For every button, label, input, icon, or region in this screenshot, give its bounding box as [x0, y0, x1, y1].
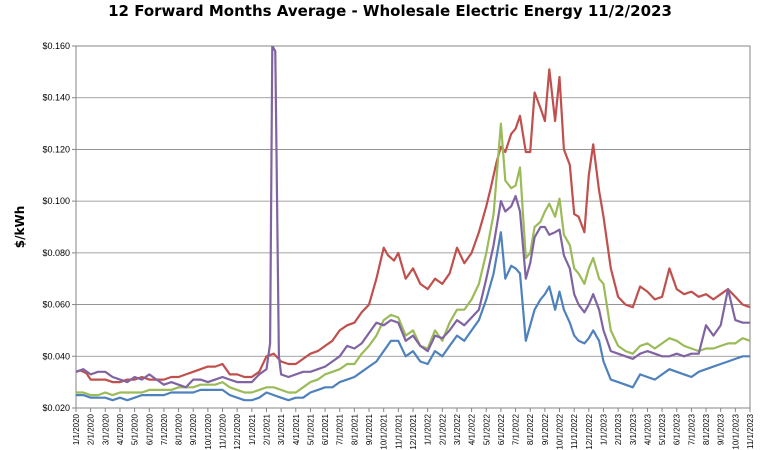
- x-tick-label: 5/1/2022: [482, 413, 491, 445]
- x-tick-label: 9/1/2020: [189, 413, 198, 445]
- x-tick-label: 3/1/2023: [629, 413, 638, 445]
- x-tick-label: 10/1/2022: [556, 413, 565, 449]
- x-tick-label: 2/1/2021: [262, 413, 271, 445]
- series-line-4: [76, 231, 750, 402]
- x-tick-label: 11/1/2022: [570, 413, 579, 449]
- x-tick-label: 6/1/2020: [145, 413, 154, 445]
- x-tick-label: 9/1/2022: [541, 413, 550, 445]
- x-tick-label: 1/1/2020: [72, 413, 81, 445]
- x-tick-label: 7/1/2022: [512, 413, 521, 445]
- y-tick-label: $0.040: [42, 351, 70, 361]
- x-tick-label: 1/1/2021: [248, 413, 257, 445]
- y-tick-label: $0.080: [42, 248, 70, 258]
- y-tick-label: $0.060: [42, 300, 70, 310]
- x-tick-label: 1/1/2023: [599, 413, 608, 445]
- x-tick-label: 5/1/2023: [658, 413, 667, 445]
- x-tick-label: 8/1/2023: [702, 413, 711, 445]
- x-tick-label: 8/1/2021: [350, 413, 359, 445]
- plot-area: [75, 45, 751, 409]
- x-tick-label: 6/1/2023: [673, 413, 682, 445]
- x-tick-label: 1/1/2022: [424, 413, 433, 445]
- x-tick-label: 12/1/2020: [233, 413, 242, 449]
- x-tick-label: 6/1/2022: [497, 413, 506, 445]
- series-line-3: [76, 46, 750, 389]
- x-tick-label: 7/1/2021: [336, 413, 345, 445]
- x-tick-label: 11/1/2023: [746, 413, 755, 449]
- x-tick-label: 12/1/2021: [409, 413, 418, 449]
- x-tick-label: 8/1/2020: [175, 413, 184, 445]
- y-axis-label: $/kWh: [13, 206, 27, 249]
- x-tick-label: 6/1/2021: [321, 413, 330, 445]
- x-tick-label: 3/1/2021: [277, 413, 286, 445]
- x-tick-label: 7/1/2023: [687, 413, 696, 445]
- series-line-1: [76, 68, 750, 384]
- x-tick-label: 9/1/2023: [717, 413, 726, 445]
- x-tick-label: 5/1/2021: [306, 413, 315, 445]
- x-tick-label: 2/1/2020: [87, 413, 96, 445]
- y-tick-label: $0.140: [42, 93, 70, 103]
- x-tick-label: 12/1/2022: [585, 413, 594, 449]
- x-tick-label: 10/1/2020: [204, 413, 213, 449]
- x-tick-label: 11/1/2021: [394, 413, 403, 449]
- y-tick-label: $0.160: [42, 41, 70, 51]
- x-tick-label: 11/1/2020: [219, 413, 228, 449]
- y-tick-label: $0.100: [42, 196, 70, 206]
- x-tick-label: 10/1/2023: [731, 413, 740, 449]
- x-tick-label: 4/1/2022: [468, 413, 477, 445]
- y-tick-label: $0.120: [42, 144, 70, 154]
- x-tick-label: 4/1/2023: [643, 413, 652, 445]
- x-tick-label: 3/1/2022: [453, 413, 462, 445]
- x-tick-label: 8/1/2022: [526, 413, 535, 445]
- x-tick-label: 3/1/2020: [101, 413, 110, 445]
- y-tick-label: $0.020: [42, 403, 70, 413]
- x-tick-label: 5/1/2020: [131, 413, 140, 445]
- x-tick-label: 4/1/2020: [116, 413, 125, 445]
- x-tick-label: 2/1/2022: [438, 413, 447, 445]
- x-tick-label: 10/1/2021: [380, 413, 389, 449]
- x-tick-label: 4/1/2021: [292, 413, 301, 445]
- x-tick-label: 7/1/2020: [160, 413, 169, 445]
- series-line-2: [76, 122, 750, 397]
- chart-title: 12 Forward Months Average - Wholesale El…: [108, 2, 672, 20]
- x-tick-label: 2/1/2023: [614, 413, 623, 445]
- x-tick-label: 9/1/2021: [365, 413, 374, 445]
